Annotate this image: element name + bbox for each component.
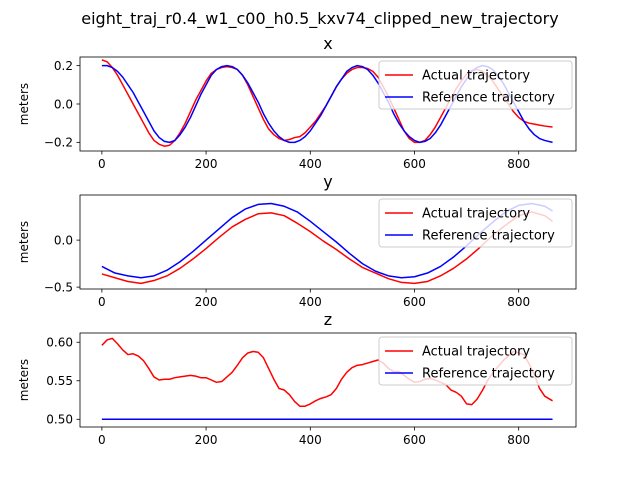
y-tick-label: 0.0 — [54, 233, 73, 247]
y-tick-label: 0.2 — [54, 59, 73, 73]
x-tick-label: 0 — [98, 295, 106, 309]
y-tick-label: −0.2 — [44, 136, 73, 150]
y-axis-label: meters — [17, 83, 31, 125]
legend-box — [378, 198, 573, 248]
legend-label-actual: Actual trajectory — [422, 207, 530, 222]
legend-label-actual: Actual trajectory — [422, 345, 530, 360]
x-tick-label: 200 — [195, 295, 218, 309]
legend-label-reference: Reference trajectory — [422, 229, 555, 244]
legend-label-actual: Actual trajectory — [422, 69, 530, 84]
x-tick-label: 0 — [98, 157, 106, 171]
x-tick-label: 600 — [403, 433, 426, 447]
y-tick-label: 0.55 — [46, 374, 73, 388]
subplots: x 0 200 400 600 800 −0.2 0.0 0.2 meters Actual tra… — [17, 34, 577, 447]
legend-label-reference: Reference trajectory — [422, 91, 555, 106]
x-tick-label: 400 — [299, 157, 322, 171]
actual-trajectory-line — [101, 337, 553, 407]
x-tick-label: 400 — [299, 295, 322, 309]
x-tick-label: 800 — [507, 433, 530, 447]
legend-box — [378, 60, 573, 110]
y-tick-label: 0.50 — [46, 413, 73, 427]
x-tick-label: 200 — [195, 157, 218, 171]
x-tick-label: 800 — [507, 157, 530, 171]
legend-box — [378, 336, 573, 386]
legend: Actual trajectory Reference trajectory — [378, 60, 573, 110]
y-tick-label: −0.5 — [44, 280, 73, 294]
y-axis-label: meters — [17, 221, 31, 263]
axes-frame — [79, 332, 577, 428]
x-tick-label: 400 — [299, 433, 322, 447]
subplot-z: z 0 200 400 600 800 0.50 0.55 0.60 meters Actual t… — [17, 310, 577, 447]
axes-frame — [79, 194, 577, 290]
figure-suptitle: eight_traj_r0.4_w1_c00_h0.5_kxv74_clippe… — [81, 9, 558, 29]
y-tick-label: 0.60 — [46, 336, 73, 350]
legend-label-reference: Reference trajectory — [422, 367, 555, 382]
legend: Actual trajectory Reference trajectory — [378, 198, 573, 248]
subplot-title: z — [324, 310, 332, 329]
y-tick-label: 0.0 — [54, 97, 73, 111]
x-tick-label: 600 — [403, 295, 426, 309]
subplot-title: y — [323, 172, 332, 191]
subplot-x: x 0 200 400 600 800 −0.2 0.0 0.2 meters Actual tra… — [17, 34, 577, 171]
x-tick-label: 800 — [507, 295, 530, 309]
subplot-y: y 0 200 400 600 800 −0.5 0.0 meters Actual trajec… — [17, 172, 577, 309]
x-tick-label: 0 — [98, 433, 106, 447]
y-axis-label: meters — [17, 359, 31, 401]
legend: Actual trajectory Reference trajectory — [378, 336, 573, 386]
subplot-title: x — [323, 34, 332, 53]
x-tick-label: 200 — [195, 433, 218, 447]
x-tick-label: 600 — [403, 157, 426, 171]
